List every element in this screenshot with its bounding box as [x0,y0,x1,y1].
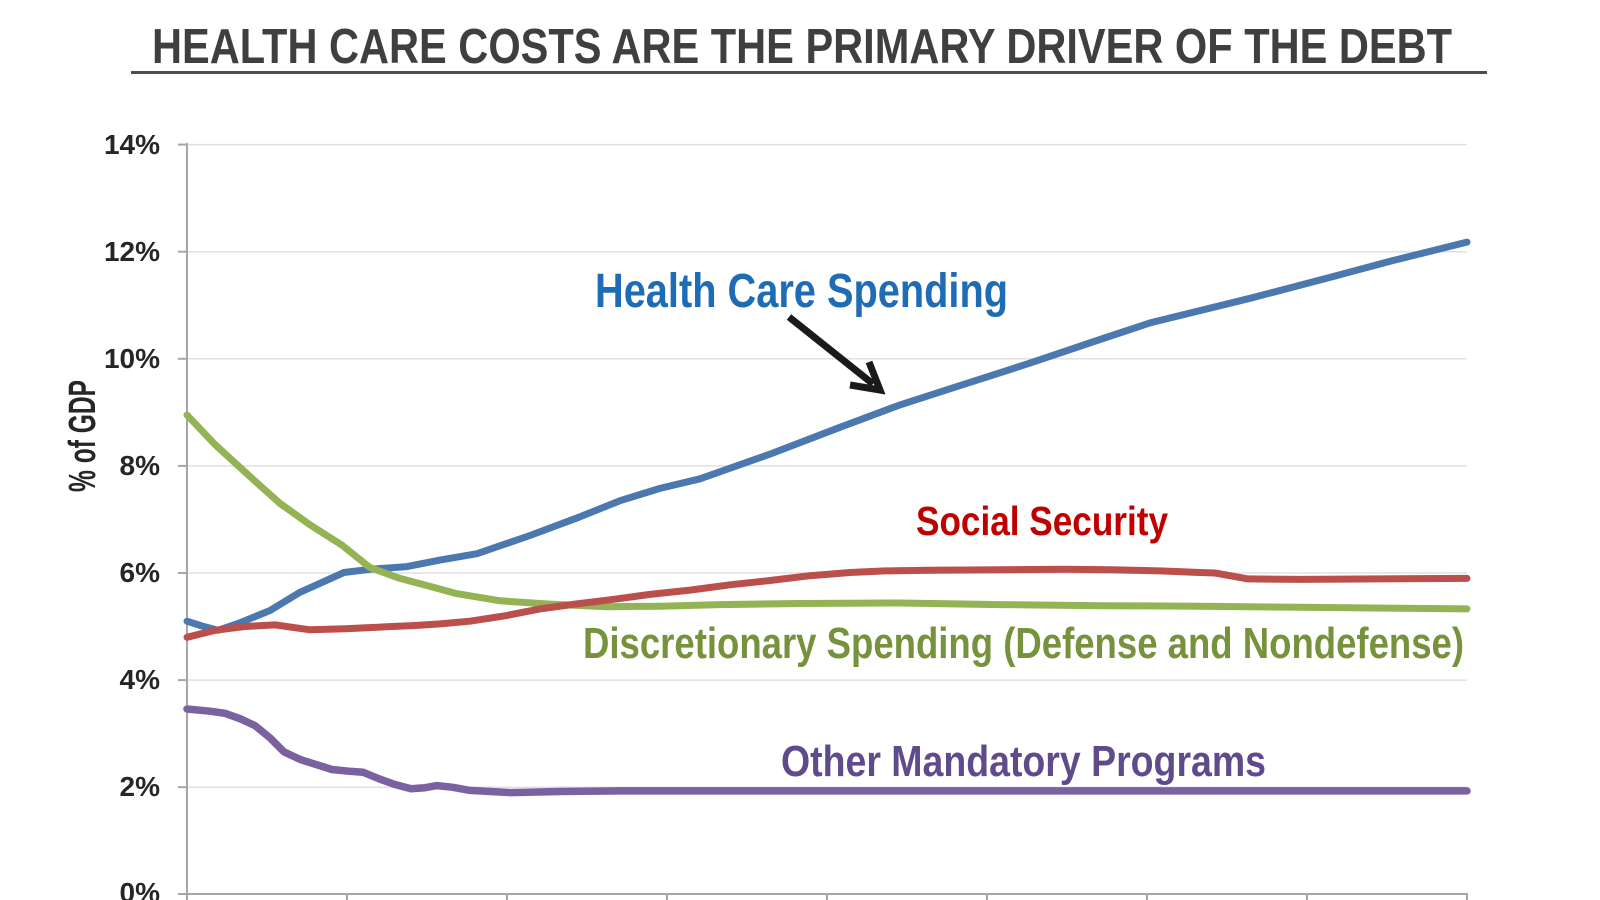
svg-text:Social Security: Social Security [916,498,1168,544]
svg-text:2%: 2% [120,771,161,802]
svg-text:12%: 12% [104,236,160,267]
svg-text:8%: 8% [120,450,161,481]
svg-text:Discretionary Spending (Defens: Discretionary Spending (Defense and Nond… [583,619,1464,668]
svg-text:10%: 10% [104,343,160,374]
svg-text:4%: 4% [120,664,161,695]
svg-text:HEALTH CARE COSTS ARE THE PRIM: HEALTH CARE COSTS ARE THE PRIMARY DRIVER… [152,20,1452,74]
svg-text:0%: 0% [120,877,161,900]
svg-text:% of GDP: % of GDP [62,380,104,492]
svg-text:6%: 6% [120,557,161,588]
svg-text:14%: 14% [104,129,160,160]
svg-text:Other Mandatory Programs: Other Mandatory Programs [781,737,1266,786]
svg-text:Health Care Spending: Health Care Spending [595,265,1008,318]
